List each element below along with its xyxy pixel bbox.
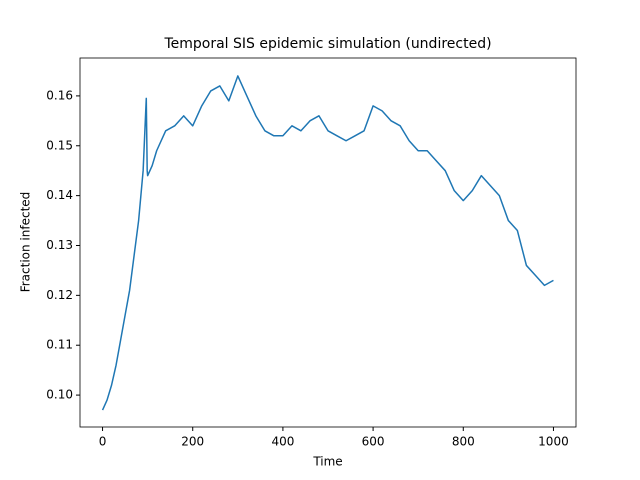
y-axis-label: Fraction infected [19,192,33,293]
y-tick-label: 0.14 [46,188,73,202]
x-axis-label: Time [312,455,342,469]
y-tick-label: 0.13 [46,238,73,252]
x-tick-label: 400 [271,435,294,449]
chart-title: Temporal SIS epidemic simulation (undire… [163,36,491,52]
y-tick-label: 0.12 [46,288,73,302]
plot-frame [79,57,577,428]
y-tick-label: 0.10 [46,388,73,402]
x-tick-label: 0 [99,435,107,449]
data-line [101,75,554,411]
x-tick-label: 200 [181,435,204,449]
y-tick-label: 0.11 [46,338,73,352]
x-tick-label: 600 [362,435,385,449]
y-tick-label: 0.16 [46,88,73,102]
x-tick-label: 800 [452,435,475,449]
y-tick-label: 0.15 [46,138,73,152]
x-tick-label: 1000 [538,435,569,449]
